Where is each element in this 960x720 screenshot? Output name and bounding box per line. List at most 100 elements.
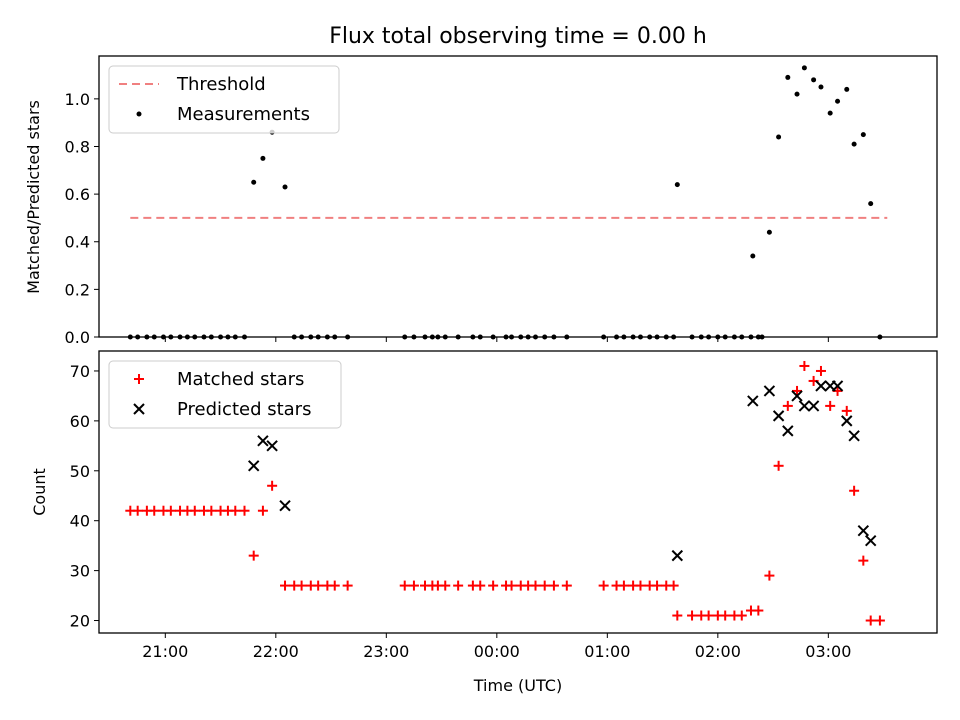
top-ticks: 0.0 0.2 0.4 0.6 0.8 1.0	[65, 90, 829, 347]
matched-star-point	[230, 505, 241, 516]
matched-star-point	[841, 405, 852, 416]
matched-star-point	[267, 480, 278, 491]
matched-star-point	[753, 605, 764, 616]
bottom-ticks: 20 30 40 50 60 70 21:00 22:00 23:00 00:00 01:00 02:…	[70, 362, 852, 661]
matched-star-point	[703, 610, 714, 621]
matched-star-point	[313, 580, 324, 591]
predicted-star-point	[257, 435, 269, 447]
matched-star-point	[773, 460, 784, 471]
top-ylabel: Matched/Predicted stars	[24, 100, 43, 294]
measurement-point	[794, 91, 800, 97]
top-ytick-label: 0.2	[65, 280, 90, 299]
matched-star-point	[530, 580, 541, 591]
predicted-star-point	[266, 440, 278, 452]
bottom-ytick-label: 70	[70, 362, 90, 381]
measurement-point	[766, 229, 772, 235]
measurement-point	[835, 98, 841, 104]
bottom-xtick-label: 02:00	[695, 642, 741, 661]
matched-star-point	[561, 580, 572, 591]
matched-star-point	[858, 555, 869, 566]
measurement-point	[282, 184, 288, 190]
top-panel: 0.0 0.2 0.4 0.6 0.8 1.0 Matched/Predicted sta…	[24, 55, 938, 347]
matched-stars-series	[125, 360, 885, 626]
top-ytick-label: 0.6	[65, 185, 90, 204]
predicted-star-point	[841, 415, 853, 427]
measurement-point	[860, 132, 866, 138]
matched-star-point	[132, 505, 143, 516]
measurement-point	[818, 84, 824, 90]
predicted-star-point	[772, 410, 785, 422]
matched-star-point	[825, 400, 836, 411]
bottom-xtick-label: 01:00	[584, 642, 630, 661]
top-legend-box	[108, 65, 340, 134]
measurement-point	[851, 141, 857, 147]
matched-star-point	[408, 580, 419, 591]
legend-threshold-label: Threshold	[176, 74, 266, 95]
matched-star-point	[453, 580, 464, 591]
predicted-star-point	[848, 430, 860, 442]
bottom-xtick-label: 23:00	[363, 642, 409, 661]
matched-star-point	[672, 610, 683, 621]
measurement-point	[260, 155, 266, 161]
matched-star-point	[296, 580, 307, 591]
matched-star-point	[736, 610, 747, 621]
measurement-point	[776, 134, 782, 140]
predicted-star-point	[831, 380, 844, 392]
bottom-ytick-label: 20	[70, 612, 90, 631]
measurement-point	[811, 77, 817, 83]
bottom-ytick-label: 50	[70, 462, 90, 481]
predicted-star-point	[791, 390, 803, 402]
matched-star-point	[488, 580, 499, 591]
measurement-point	[674, 182, 680, 188]
matched-star-point	[440, 580, 451, 591]
bottom-panel: 20 30 40 50 60 70 21:00 22:00 23:00 00:00 01:00 02:…	[30, 350, 938, 695]
bottom-legend-box	[108, 360, 342, 429]
matched-star-point	[815, 365, 826, 376]
matched-star-point	[475, 580, 486, 591]
matched-star-point	[506, 580, 517, 591]
matched-star-point	[668, 580, 679, 591]
measurement-point	[750, 253, 756, 259]
matched-star-point	[865, 615, 876, 626]
matched-star-point	[598, 580, 609, 591]
predicted-star-point	[864, 534, 877, 547]
bottom-ylabel: Count	[30, 468, 49, 516]
measurement-point	[827, 110, 833, 116]
bottom-legend: Matched stars Predicted stars	[108, 360, 342, 429]
legend-matched-label: Matched stars	[177, 369, 304, 390]
matched-star-point	[782, 400, 793, 411]
x-axis-label: Time (UTC)	[473, 676, 562, 695]
bottom-xtick-label: 22:00	[253, 642, 299, 661]
top-ytick-label: 0.8	[65, 137, 90, 156]
legend-predicted-swatch	[133, 403, 145, 415]
measurement-point	[785, 74, 791, 80]
matched-star-point	[799, 360, 810, 371]
top-axes-frame	[98, 55, 938, 338]
matched-star-point	[652, 580, 663, 591]
predicted-star-point	[807, 400, 820, 412]
legend-matched-swatch	[134, 374, 144, 384]
matched-star-point	[342, 580, 353, 591]
measurement-point	[868, 201, 874, 207]
predicted-stars-series	[248, 380, 877, 562]
matched-star-point	[539, 580, 550, 591]
measurement-point	[251, 179, 257, 185]
matched-star-point	[165, 505, 176, 516]
bottom-xtick-label: 03:00	[805, 642, 851, 661]
matched-star-point	[248, 550, 259, 561]
bottom-ytick-label: 30	[70, 562, 90, 581]
predicted-star-point	[248, 460, 260, 472]
matched-star-point	[257, 505, 268, 516]
predicted-star-point	[857, 524, 870, 537]
predicted-star-point	[671, 549, 684, 562]
matched-star-point	[206, 505, 217, 516]
predicted-star-point	[798, 400, 811, 412]
matched-star-point	[764, 570, 775, 581]
predicted-star-point	[782, 425, 794, 437]
matched-star-point	[399, 580, 410, 591]
matched-star-point	[849, 485, 860, 496]
predicted-star-point	[763, 385, 776, 397]
bottom-ytick-label: 60	[70, 412, 90, 431]
matched-star-point	[149, 505, 160, 516]
